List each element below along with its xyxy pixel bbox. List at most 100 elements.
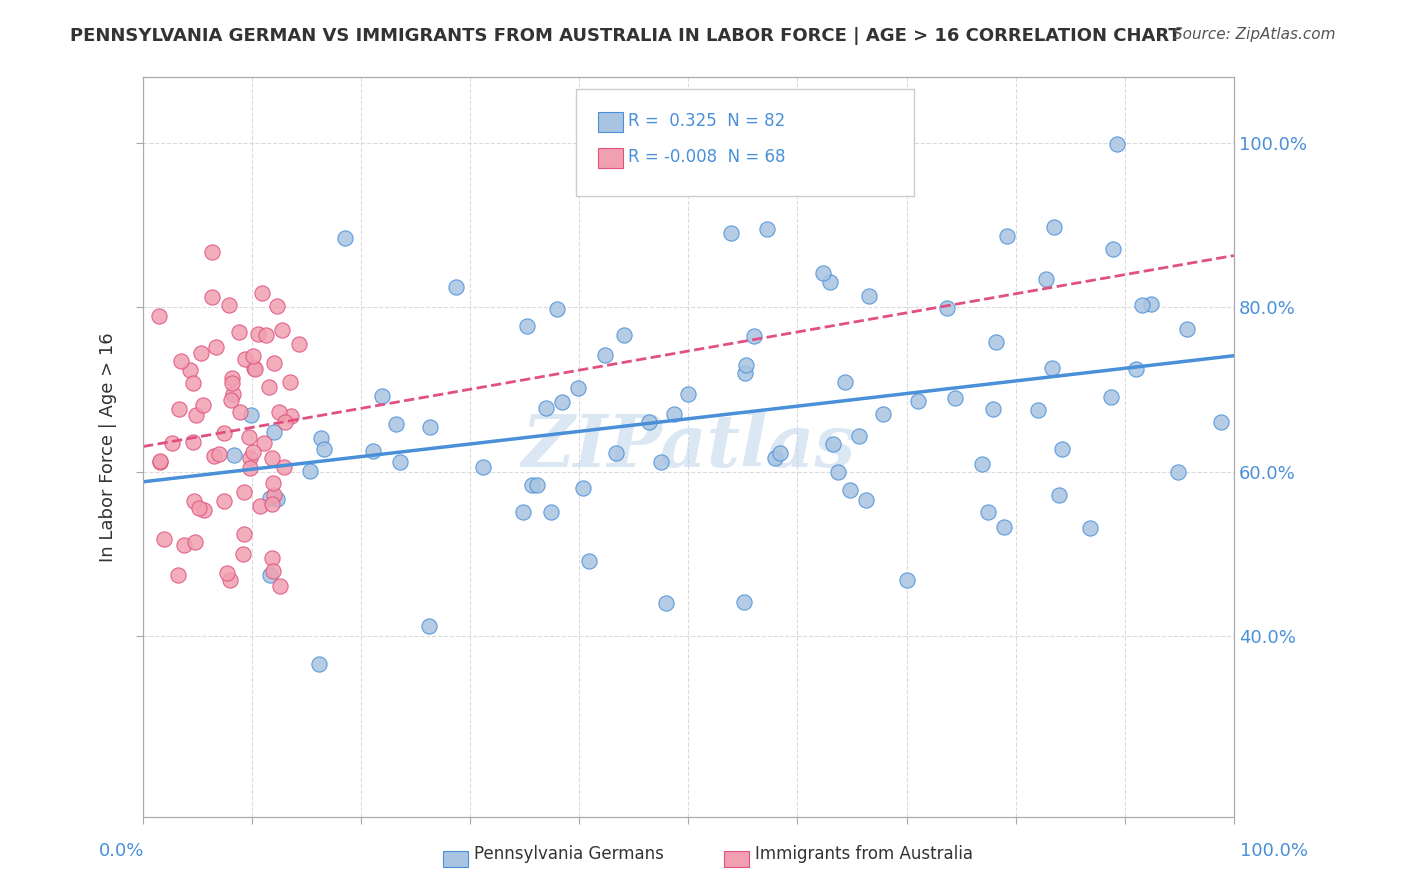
Point <box>259 491 281 505</box>
Point <box>148 309 170 323</box>
Point <box>239 450 262 465</box>
Point <box>827 465 849 479</box>
Point <box>299 464 322 478</box>
Point <box>995 229 1018 244</box>
Point <box>254 327 277 342</box>
Point <box>650 455 672 469</box>
Point <box>811 266 834 280</box>
Point <box>181 376 204 391</box>
Point <box>546 301 568 316</box>
Point <box>250 285 273 300</box>
Point <box>218 298 240 312</box>
Point <box>201 244 224 259</box>
Point <box>734 366 756 380</box>
Point <box>1050 442 1073 456</box>
Point <box>269 579 291 593</box>
Point <box>834 376 856 390</box>
Point <box>266 492 288 507</box>
Text: Source: ZipAtlas.com: Source: ZipAtlas.com <box>1173 27 1336 42</box>
Point <box>1175 322 1198 336</box>
Point <box>1026 403 1049 417</box>
Point <box>896 573 918 587</box>
Point <box>536 401 558 416</box>
Text: R =  0.325  N = 82: R = 0.325 N = 82 <box>628 112 786 130</box>
Point <box>202 449 225 463</box>
Point <box>260 551 283 566</box>
Y-axis label: In Labor Force | Age > 16: In Labor Force | Age > 16 <box>100 332 117 562</box>
Point <box>219 393 242 408</box>
Point <box>1211 415 1233 429</box>
Point <box>232 547 254 561</box>
Point <box>872 407 894 421</box>
Point <box>232 485 254 500</box>
Point <box>733 595 755 609</box>
Point <box>540 505 562 519</box>
Point <box>205 340 228 354</box>
Point <box>662 407 685 421</box>
Point <box>262 565 284 579</box>
Point <box>1130 298 1153 312</box>
Point <box>214 494 236 508</box>
Point <box>263 356 285 370</box>
Point <box>605 445 627 459</box>
Point <box>763 450 786 465</box>
Point <box>179 363 201 377</box>
Point <box>221 376 243 391</box>
Point <box>271 324 294 338</box>
Point <box>267 405 290 419</box>
Point <box>1101 390 1123 404</box>
Point <box>233 526 256 541</box>
Point <box>240 408 263 422</box>
Point <box>184 534 207 549</box>
Point <box>1140 296 1163 310</box>
Point <box>221 371 243 385</box>
Point <box>173 538 195 552</box>
Point <box>308 657 330 671</box>
Point <box>655 596 678 610</box>
Point <box>516 319 538 334</box>
Point <box>217 566 239 580</box>
Point <box>512 505 534 519</box>
Point <box>314 442 336 456</box>
Point <box>253 436 276 450</box>
Point <box>1042 361 1064 376</box>
Point <box>418 618 440 632</box>
Point <box>260 451 283 466</box>
Point <box>233 352 256 367</box>
Point <box>166 568 188 582</box>
Text: 0.0%: 0.0% <box>98 842 143 860</box>
Point <box>280 409 302 423</box>
Point <box>278 375 301 389</box>
Point <box>193 503 215 517</box>
Point <box>1035 272 1057 286</box>
Point <box>1167 465 1189 479</box>
Point <box>243 360 266 375</box>
Point <box>229 405 252 419</box>
Point <box>288 337 311 351</box>
Point <box>242 349 264 363</box>
Point <box>170 354 193 368</box>
Point <box>266 299 288 313</box>
Point <box>190 346 212 360</box>
Point <box>274 415 297 429</box>
Point <box>444 280 467 294</box>
Point <box>676 386 699 401</box>
Point <box>149 454 172 468</box>
Point <box>983 401 1005 416</box>
Point <box>208 447 231 461</box>
Point <box>333 231 356 245</box>
Point <box>818 275 841 289</box>
Point <box>471 460 494 475</box>
Point <box>224 448 246 462</box>
Point <box>183 435 205 450</box>
Point <box>262 497 284 511</box>
Point <box>245 361 267 376</box>
Point <box>572 482 595 496</box>
Point <box>259 568 281 582</box>
Point <box>212 425 235 440</box>
Point <box>551 395 574 409</box>
Point <box>385 417 408 431</box>
Point <box>263 425 285 439</box>
Point <box>720 226 742 240</box>
Point <box>238 430 260 444</box>
